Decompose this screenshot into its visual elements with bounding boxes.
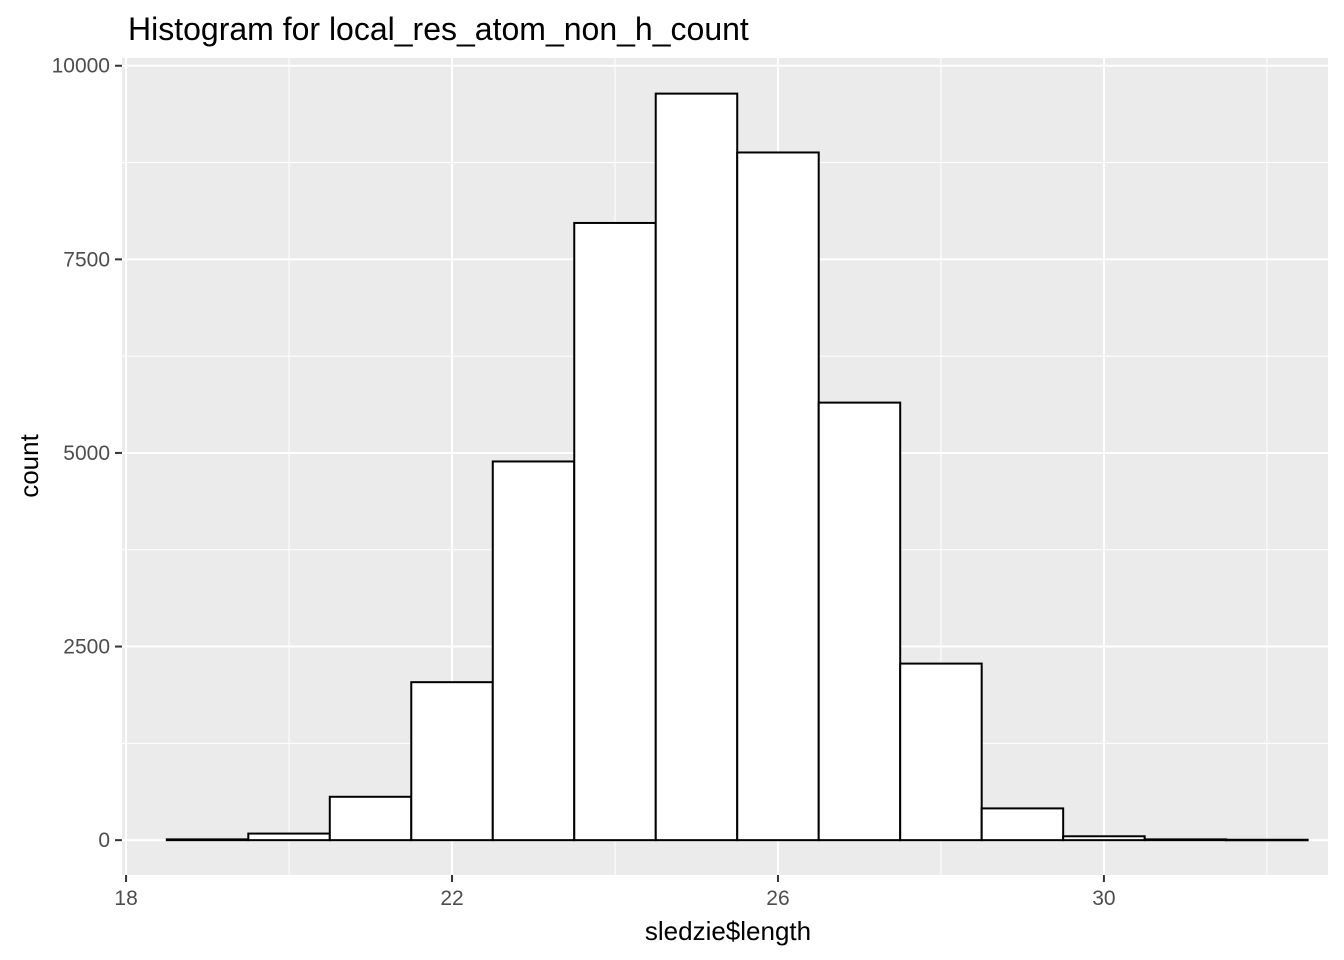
x-axis: 18 22 26 30: [114, 875, 1116, 910]
histogram-bar: [1143, 838, 1228, 842]
histogram-bar: [736, 151, 820, 842]
histogram-bar: [573, 221, 657, 842]
y-tick-label: 2500: [63, 636, 110, 659]
histogram-bar: [410, 681, 494, 842]
histogram-bar: [980, 807, 1065, 842]
histogram-bar: [328, 795, 413, 842]
x-tick-label: 30: [1092, 887, 1115, 910]
y-tick-label: 10000: [52, 55, 110, 78]
x-tick-label: 26: [766, 887, 789, 910]
histogram-bars: [165, 92, 1309, 842]
y-tick-label: 7500: [63, 248, 110, 271]
y-tick-label: 5000: [63, 442, 110, 465]
histogram-bar: [247, 832, 331, 842]
histogram-bar: [1225, 838, 1309, 842]
y-axis: 0 2500 5000 7500 10000: [52, 55, 122, 852]
y-tick-label: 0: [98, 829, 110, 852]
y-axis-title: count: [14, 433, 44, 497]
histogram-bar: [899, 662, 983, 842]
x-axis-title: sledzie$length: [645, 916, 811, 946]
x-tick-label: 18: [114, 887, 137, 910]
histogram-bar: [165, 838, 250, 842]
x-tick-label: 22: [440, 887, 463, 910]
histogram-bar: [1062, 835, 1146, 842]
histogram-bar: [654, 92, 739, 842]
histogram-bar: [491, 460, 576, 842]
histogram-bar: [817, 401, 902, 842]
chart-title: Histogram for local_res_atom_non_h_count: [128, 11, 749, 47]
